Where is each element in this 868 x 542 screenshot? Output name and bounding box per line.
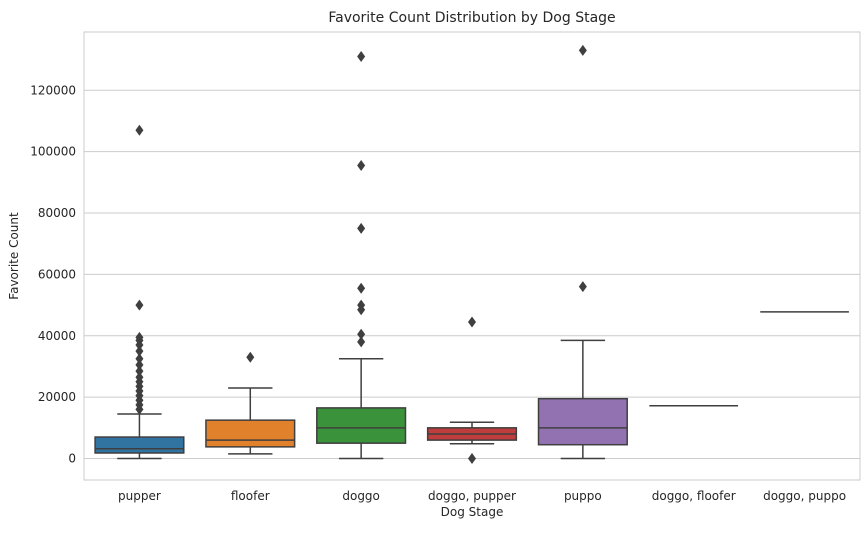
outlier-point	[135, 331, 144, 343]
y-tick-labels: 0 20000 40000 60000 80000 100000 120000	[30, 83, 76, 465]
outlier-point	[468, 453, 476, 465]
outlier-point	[357, 51, 366, 63]
outlier-point	[357, 159, 366, 171]
outlier-point	[468, 316, 476, 328]
x-tick-label: doggo, floofer	[652, 489, 736, 503]
x-tick-label: floofer	[231, 489, 270, 503]
x-tick-label: doggo, pupper	[428, 489, 516, 503]
grid-lines	[84, 89, 860, 460]
x-tick-label: doggo, puppo	[763, 489, 846, 503]
outlier-point	[135, 359, 144, 371]
x-axis-label: Dog Stage	[441, 505, 504, 519]
outlier-point	[357, 222, 366, 234]
y-tick-label: 80000	[38, 206, 76, 220]
outlier-point	[357, 282, 366, 294]
outlier-point	[357, 336, 366, 348]
iqr-box	[537, 397, 628, 446]
iqr-box	[94, 436, 185, 454]
y-tick-label: 0	[68, 452, 76, 466]
outlier-point	[135, 124, 144, 136]
outlier-point	[246, 351, 255, 363]
x-tick-label: doggo	[342, 489, 380, 503]
boxes-layer	[94, 44, 849, 465]
outlier-point	[135, 345, 144, 357]
x-tick-label: pupper	[118, 489, 161, 503]
outlier-point	[357, 299, 366, 311]
outlier-point	[135, 371, 144, 383]
y-tick-label: 120000	[30, 83, 76, 97]
x-tick-label: puppo	[564, 489, 602, 503]
y-tick-label: 40000	[38, 329, 76, 343]
outlier-point	[135, 365, 144, 377]
x-tick-labels: pupper floofer doggo doggo, pupper puppo dogg…	[118, 489, 846, 503]
box-floofer	[205, 351, 296, 455]
y-axis-label: Favorite Count	[7, 212, 21, 300]
y-tick-label: 20000	[38, 390, 76, 404]
y-tick-label: 100000	[30, 145, 76, 159]
box-doggo	[316, 51, 407, 460]
plot-background	[83, 31, 861, 481]
box-puppo	[537, 44, 628, 460]
outlier-point	[578, 281, 587, 293]
chart-title: Favorite Count Distribution by Dog Stage	[328, 10, 615, 26]
y-tick-label: 60000	[38, 267, 76, 281]
outlier-point	[135, 353, 144, 365]
outlier-point	[357, 328, 366, 340]
outlier-point	[135, 299, 144, 311]
box-doggo-pupper	[426, 316, 518, 465]
iqr-box	[316, 407, 407, 444]
box-pupper	[94, 124, 185, 460]
outlier-point	[578, 44, 587, 56]
iqr-box	[205, 419, 296, 448]
